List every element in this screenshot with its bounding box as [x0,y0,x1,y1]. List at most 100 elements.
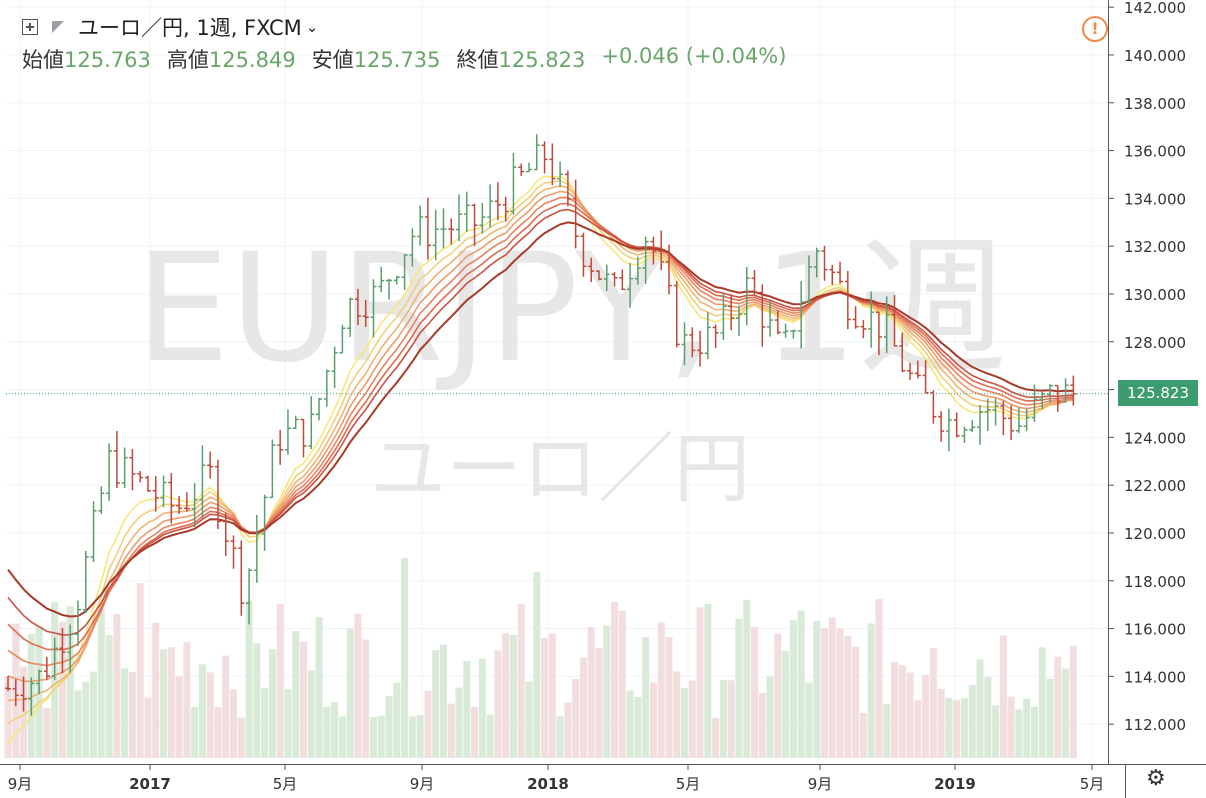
volume-bar [673,671,681,758]
volume-bar [237,717,245,758]
volume-bar [859,712,867,758]
volume-bar [611,601,619,758]
volume-bar [323,706,331,758]
volume-bar [735,618,743,758]
volume-bar [284,689,292,758]
volume-bar [331,701,339,758]
volume-bar [541,638,549,758]
watermark-sub: ユーロ／円 [370,424,750,513]
volume-bar [968,684,976,758]
y-tick-label: 128.000 [1124,334,1186,352]
volume-bar [377,715,385,758]
volume-bar [214,707,222,758]
volume-bar [992,705,1000,758]
low-value: 125.735 [353,48,441,72]
volume-bar [393,682,401,758]
volume-bar [743,599,751,758]
volume-bar [579,657,587,758]
flag-icon[interactable] [52,21,64,33]
volume-bar [90,671,98,758]
volume-bar [424,690,432,758]
volume-bar [533,572,541,758]
y-tick-label: 122.000 [1124,477,1186,495]
ma-line-8 [7,221,1074,618]
volume-bar [813,620,821,758]
volume-bar [307,670,315,758]
volume-bar [268,649,276,758]
volume-bar [20,666,28,758]
volume-bar [929,647,937,758]
volume-bar [222,655,230,758]
volume-bar [97,609,105,758]
close-value: 125.823 [498,48,586,72]
x-tick-label: 2019 [934,775,976,793]
volume-bar [198,664,206,758]
alert-icon[interactable]: ! [1082,16,1108,42]
volume-bar [634,696,642,758]
volume-bar [432,650,440,758]
volume-bar [976,659,984,758]
volume-bar [51,602,59,758]
volume-bar [898,665,906,758]
volume-bar [128,671,136,758]
volume-bar [844,635,852,758]
volume-bar [642,637,650,758]
volume-bar [821,627,828,758]
volume-bar [4,675,12,758]
volume-bar [385,696,393,758]
volume-bar [556,716,564,758]
volume-bar [1062,668,1070,758]
x-tick-label: 5月 [273,775,298,793]
volume-bar [665,637,673,758]
volume-bar [681,688,689,758]
volume-bar [626,690,634,758]
volume-bar [152,622,160,758]
volume-bar [719,680,727,758]
ma-line-5 [7,196,1074,667]
volume-bars [4,558,1077,758]
volume-bar [509,634,517,758]
ma-line-4 [7,190,1074,683]
x-tick-label: 2018 [527,775,569,793]
gear-icon[interactable]: ⚙ [1146,766,1166,791]
symbol-title[interactable]: ユーロ／円, 1週, FXCM [78,16,302,40]
volume-bar [416,715,424,758]
volume-bar [603,625,611,758]
volume-bar [805,682,813,758]
volume-bar [1007,696,1015,758]
volume-bar [751,626,759,758]
open-label: 始値 [22,48,64,72]
x-tick-label: 2017 [129,775,171,793]
x-tick-label: 5月 [676,775,701,793]
open-value: 125.763 [64,48,151,72]
watermark-main: EURJPY, 1週 [135,222,1008,396]
volume-bar [105,635,113,758]
volume-bar [883,704,891,758]
x-tick-label: 9月 [8,775,33,793]
volume-bar [517,604,525,758]
volume-bar [906,672,914,758]
y-tick-label: 132.000 [1124,238,1186,256]
volume-bar [362,639,370,758]
volume-bar [688,680,696,758]
volume-bar [836,628,844,758]
y-tick-label: 130.000 [1124,286,1186,304]
volume-bar [253,643,261,758]
volume-bar [1023,698,1031,758]
volume-bar [649,682,657,758]
volume-bar [206,672,214,758]
volume-bar [66,606,74,758]
y-tick-label: 134.000 [1124,190,1186,208]
candles [5,134,1077,716]
volume-bar [1030,706,1038,758]
chevron-down-icon[interactable]: ⌄ [305,18,319,36]
y-tick-label: 136.000 [1124,143,1186,161]
y-tick-label: 116.000 [1124,621,1186,639]
volume-bar [315,617,323,758]
ma-line-2 [7,179,1074,725]
volume-bar [696,607,704,758]
volume-bar [58,622,66,758]
expand-icon[interactable] [22,19,38,35]
volume-bar [999,635,1007,758]
